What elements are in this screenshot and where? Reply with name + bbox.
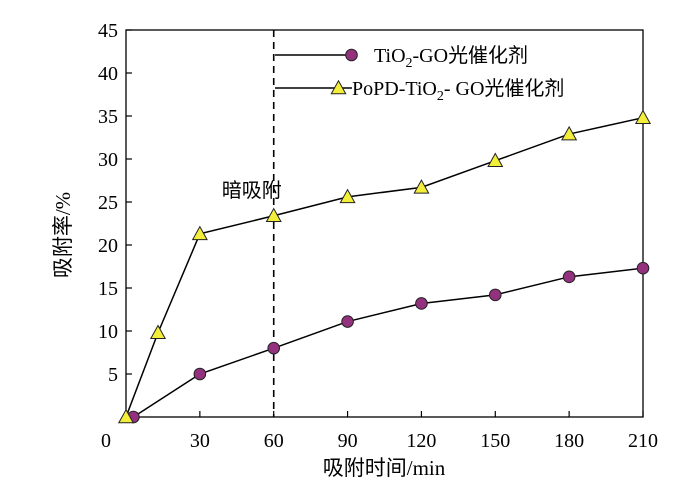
x-tick-label: 150 [480,430,510,452]
series-2-point [265,207,282,223]
legend-label-2: PoPD-TiO2- GO光催化剂 [352,77,564,104]
x-tick-labels: 0 30 60 90 120 150 180 210 [101,430,658,452]
y-tick-label: 25 [98,192,118,214]
series-1-point [267,341,281,355]
y-axis-title: 吸附率/% [51,192,75,278]
y-tick-label: 35 [98,106,118,128]
series-1-point [341,315,354,328]
series-line-1 [132,267,644,418]
x-axis-title: 吸附时间/min [323,456,446,480]
y-tick-label: 15 [98,278,118,300]
x-tick-label: 90 [338,430,358,452]
series-2-point [149,324,167,339]
legend-marker-2 [330,79,347,95]
x-tick-label: 210 [628,430,658,452]
dark-adsorption-label: 暗吸附 [222,179,282,202]
series-1-point [415,297,428,310]
series-2-point [634,109,652,124]
y-tick-label: 5 [108,364,118,386]
series-2-point [117,408,135,424]
x-tick-label: 180 [554,430,584,452]
series-1-point [562,270,576,284]
series-2-point [413,179,430,194]
y-tick-label: 40 [98,63,118,85]
y-tick-label: 30 [98,149,118,171]
series-2-point [191,225,208,241]
legend-marker-1 [345,48,358,62]
annotations: 暗吸附 [222,30,282,417]
series-markers [117,109,652,424]
series-1-point [636,261,650,275]
y-tick-label: 20 [98,235,118,257]
plot-frame [125,29,644,418]
x-tick-label: 60 [264,430,284,452]
legend-label-1: TiO2-GO光催化剂 [374,44,528,71]
y-tick-label: 10 [98,321,118,343]
series-2-point [339,188,356,204]
legend: TiO2-GO光催化剂 PoPD-TiO2- GO光催化剂 [275,44,564,104]
series-1-point [193,367,207,381]
series-2-point [561,125,578,141]
x-tick-label: 0 [101,430,111,452]
x-tick-label: 30 [190,430,210,452]
series-2-point [487,152,504,167]
y-tick-label: 45 [98,20,118,42]
y-tick-labels: 5 10 15 20 25 30 35 40 45 [98,20,118,386]
x-tick-label: 120 [406,430,436,452]
series-1-point [488,288,502,302]
